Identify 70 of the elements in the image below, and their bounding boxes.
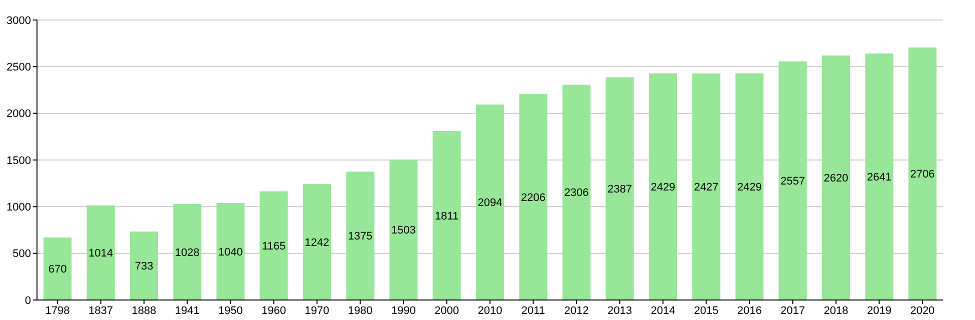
bar bbox=[86, 205, 115, 300]
data-label: 670 bbox=[48, 264, 67, 276]
x-tick-label: 1990 bbox=[391, 305, 416, 317]
x-tick-label: 2017 bbox=[780, 305, 805, 317]
bar bbox=[173, 204, 202, 300]
data-label: 1040 bbox=[218, 246, 243, 258]
x-tick-label: 1950 bbox=[218, 305, 243, 317]
bar bbox=[302, 184, 332, 300]
y-tick-label: 2500 bbox=[6, 62, 31, 74]
x-tick-label: 1980 bbox=[348, 305, 373, 317]
bar bbox=[648, 73, 678, 300]
x-tick-label: 1960 bbox=[262, 305, 286, 317]
y-tick-label: 1000 bbox=[6, 202, 31, 214]
bar bbox=[216, 202, 245, 300]
x-tick-label: 1888 bbox=[132, 305, 156, 317]
data-label: 2429 bbox=[650, 181, 676, 194]
data-label: 2206 bbox=[521, 192, 546, 204]
data-label: 1242 bbox=[304, 236, 330, 249]
bar bbox=[260, 191, 288, 300]
bar bbox=[606, 77, 634, 300]
data-label: 1503 bbox=[391, 224, 416, 237]
bar bbox=[908, 47, 937, 300]
data-label: 1028 bbox=[175, 246, 200, 259]
x-tick-label: 2015 bbox=[694, 305, 718, 317]
x-tick-label: 2014 bbox=[650, 305, 676, 317]
bar bbox=[346, 172, 374, 300]
bar bbox=[43, 237, 72, 300]
data-label: 1811 bbox=[434, 210, 459, 222]
x-tick-label: 2012 bbox=[564, 305, 589, 317]
bar bbox=[735, 73, 764, 300]
data-label: 1165 bbox=[262, 240, 286, 252]
bar bbox=[519, 94, 548, 300]
bar bbox=[692, 73, 720, 300]
data-label: 2429 bbox=[737, 181, 762, 194]
x-tick-label: 1970 bbox=[304, 305, 330, 317]
y-tick-label: 1500 bbox=[6, 154, 31, 167]
y-tick-label: 500 bbox=[12, 248, 31, 260]
data-label: 2094 bbox=[478, 197, 502, 210]
x-tick-label: 2016 bbox=[737, 305, 762, 317]
data-label: 2706 bbox=[910, 168, 935, 181]
x-tick-label: 2019 bbox=[866, 305, 892, 317]
y-tick-label: 3000 bbox=[6, 14, 31, 27]
data-label: 2557 bbox=[780, 176, 805, 188]
bar bbox=[865, 54, 894, 300]
x-tick-label: 1941 bbox=[175, 305, 200, 317]
x-tick-label: 1798 bbox=[45, 305, 70, 317]
x-tick-label: 2020 bbox=[910, 305, 935, 317]
y-tick-label: 0 bbox=[24, 294, 31, 307]
x-tick-label: 2000 bbox=[434, 305, 459, 317]
bar bbox=[432, 130, 461, 300]
bar bbox=[778, 61, 807, 300]
bar bbox=[130, 232, 158, 300]
x-tick-label: 2011 bbox=[521, 305, 546, 317]
x-tick-label: 2018 bbox=[824, 305, 848, 317]
data-label: 2620 bbox=[824, 172, 848, 185]
data-label: 733 bbox=[134, 260, 154, 273]
x-tick-label: 2013 bbox=[607, 305, 632, 317]
data-label: 1014 bbox=[88, 248, 114, 260]
bar bbox=[822, 55, 850, 300]
x-tick-label: 2010 bbox=[478, 305, 502, 317]
bar bbox=[562, 84, 591, 300]
bar bbox=[476, 104, 504, 300]
data-label: 2387 bbox=[607, 183, 632, 196]
bar bbox=[389, 160, 418, 300]
data-label: 2306 bbox=[564, 187, 589, 200]
data-label: 2427 bbox=[694, 182, 718, 194]
y-tick-label: 2000 bbox=[6, 108, 31, 120]
x-tick-label: 1837 bbox=[88, 305, 114, 317]
data-label: 1375 bbox=[348, 230, 373, 243]
data-label: 2641 bbox=[866, 172, 892, 184]
